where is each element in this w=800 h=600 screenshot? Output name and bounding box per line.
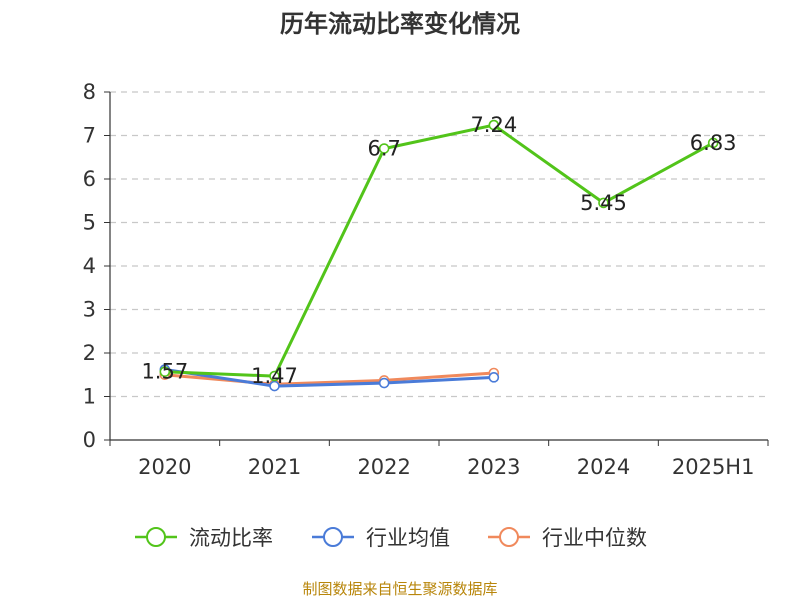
data-point[interactable] <box>269 380 280 392</box>
data-point[interactable] <box>488 119 500 131</box>
legend-label: 行业均值 <box>366 526 450 550</box>
x-tick-label: 2020 <box>138 455 191 479</box>
legend-swatch-marker <box>499 527 519 547</box>
x-tick-label: 2022 <box>357 455 410 479</box>
data-point[interactable] <box>378 377 390 389</box>
y-tick-label: 1 <box>83 385 96 409</box>
x-tick-label: 2024 <box>577 455 630 479</box>
data-label: 1.47 <box>251 364 298 388</box>
data-label: 6.7 <box>367 137 400 161</box>
series-line-2 <box>163 371 496 386</box>
data-labels: 1.57 1.47 6.7 7.24 5.45 6.83 <box>141 113 736 388</box>
series-line-0 <box>163 123 715 378</box>
legend[interactable]: 流动比率 行业均值 行业中位数 <box>135 526 647 550</box>
data-label: 6.83 <box>690 131 737 155</box>
legend-item-1[interactable]: 行业均值 <box>312 526 450 550</box>
y-tick-label: 0 <box>83 428 96 452</box>
legend-item-0[interactable]: 流动比率 <box>135 526 273 550</box>
data-point[interactable] <box>488 372 500 383</box>
y-tick-label: 3 <box>83 298 96 322</box>
data-point[interactable] <box>707 137 719 149</box>
data-label: 5.45 <box>580 191 627 215</box>
data-label: 1.57 <box>141 360 188 384</box>
chart-title: 历年流动比率变化情况 <box>280 10 520 38</box>
data-point[interactable] <box>159 366 171 378</box>
y-tick-label: 6 <box>83 167 96 191</box>
x-tick-label: 2023 <box>467 455 520 479</box>
y-tick-label: 2 <box>83 341 96 365</box>
source-label: 制图数据来自恒生聚源数据库 <box>302 580 497 598</box>
data-point[interactable] <box>269 370 280 382</box>
data-point[interactable] <box>598 197 609 209</box>
series-line-1 <box>163 368 496 388</box>
y-tick-label: 4 <box>83 254 96 278</box>
legend-label: 行业中位数 <box>542 526 647 550</box>
y-tick-label: 7 <box>83 124 96 148</box>
data-point[interactable] <box>378 143 390 154</box>
legend-label: 流动比率 <box>189 526 273 550</box>
x-tick-label: 2025H1 <box>672 455 755 479</box>
data-label: 7.24 <box>470 113 517 137</box>
y-tick-label: 5 <box>83 211 96 235</box>
legend-swatch-marker <box>323 527 343 547</box>
legend-item-2[interactable]: 行业中位数 <box>488 526 647 550</box>
legend-swatch-marker <box>146 527 166 547</box>
axes: 0 1 2 3 4 5 6 7 8 2020 2021 2022 2023 2024 2025H1 <box>83 80 769 479</box>
x-tick-label: 2021 <box>248 455 301 479</box>
y-tick-label: 8 <box>83 80 96 104</box>
series-lines <box>159 119 719 392</box>
